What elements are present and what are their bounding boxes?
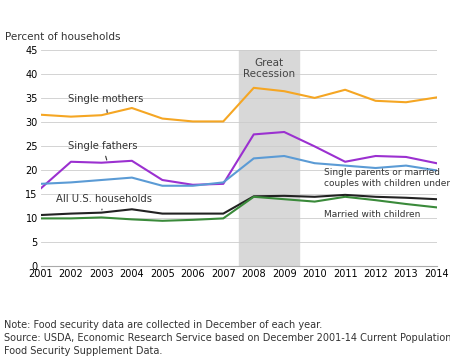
Text: Note: Food security data are collected in December of each year.
Source: USDA, E: Note: Food security data are collected i…	[4, 320, 450, 356]
Text: Food insecurity in U.S. households with children, by household composition: Food insecurity in U.S. households with …	[5, 18, 450, 27]
Text: Married with children: Married with children	[324, 210, 420, 219]
Text: Single fathers: Single fathers	[68, 141, 137, 160]
Text: Single parents or married
couples with children under 6: Single parents or married couples with c…	[324, 168, 450, 188]
Bar	[238, 50, 299, 266]
Text: All U.S. households: All U.S. households	[56, 194, 152, 210]
Text: Great
Recession: Great Recession	[243, 58, 295, 79]
Text: Percent of households: Percent of households	[5, 32, 120, 42]
Text: Single mothers: Single mothers	[68, 94, 143, 112]
